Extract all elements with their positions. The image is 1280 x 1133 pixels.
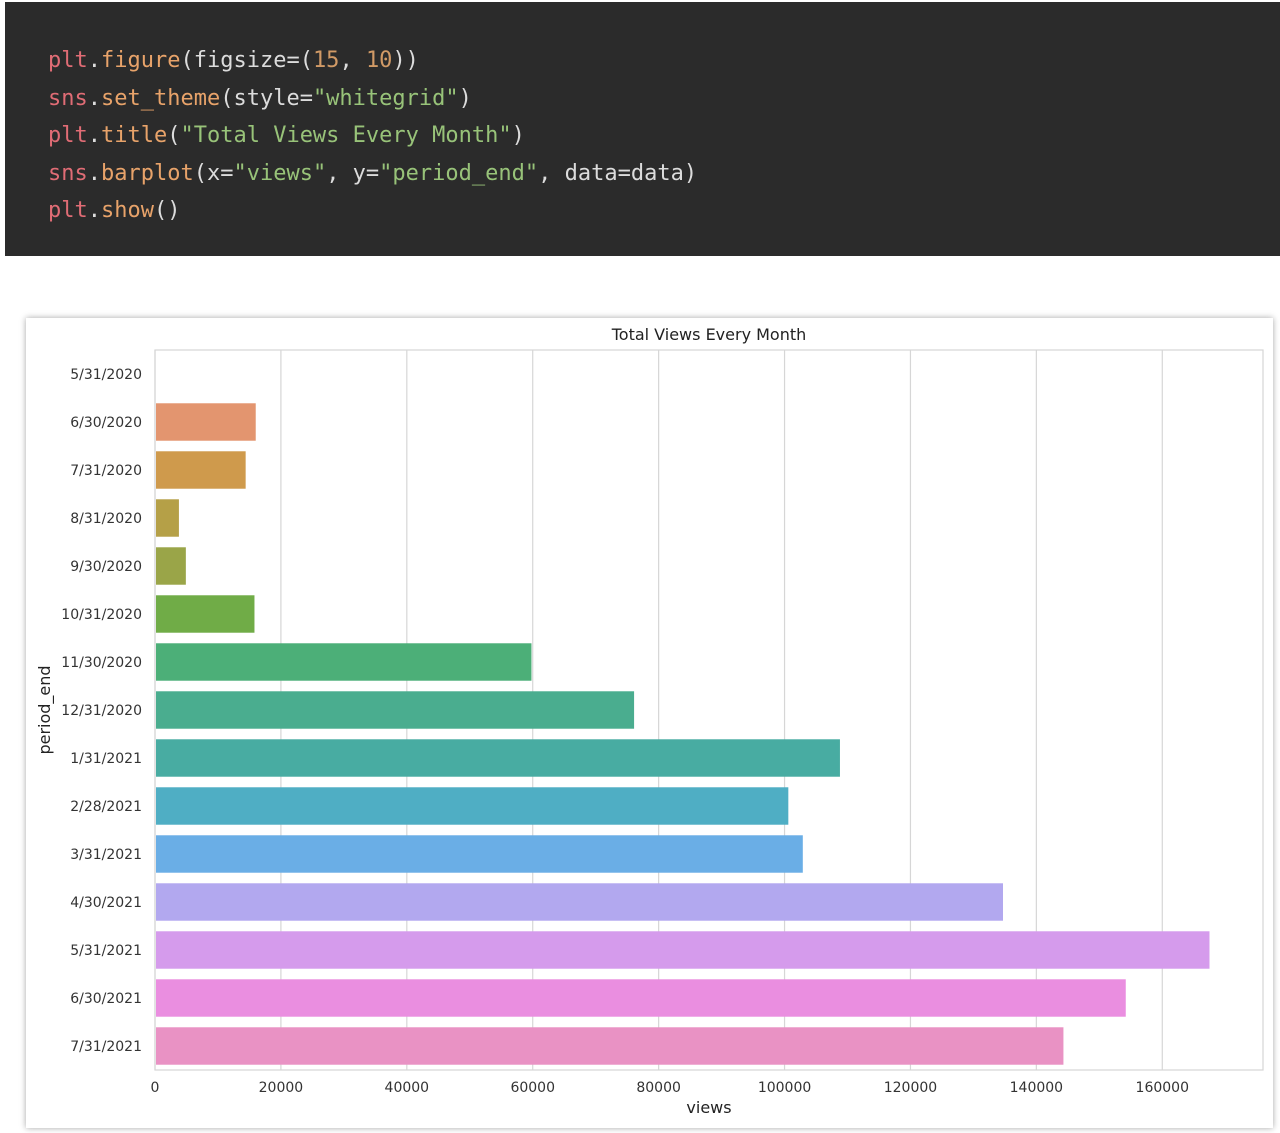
code-line: plt.title("Total Views Every Month") [48,117,1280,155]
bar [156,403,256,441]
code-token: () [153,198,181,223]
code-token: . [87,123,101,148]
bar [156,451,246,489]
code-cell[interactable]: plt.figure(figsize=(15, 10)) sns.set_them… [5,2,1280,256]
y-tick-label: 5/31/2021 [70,943,142,959]
y-tick-label: 6/30/2021 [70,991,142,1007]
bar [156,739,840,777]
code-token: show [101,198,154,223]
bar [156,835,803,873]
code-token: (x= [193,160,234,186]
y-axis-label: period_end [35,665,55,754]
bar [156,931,1210,969]
bar [156,1027,1064,1065]
code-token: . [87,160,101,186]
code-line: plt.show() [48,192,1280,230]
code-token: sns [48,160,88,186]
code-token: figure [101,48,181,73]
code-token: , [339,48,366,73]
bar [156,499,179,537]
x-tick-label: 80000 [636,1080,681,1096]
code-token: plt [48,198,88,223]
chart-title: Total Views Every Month [611,325,807,344]
x-tick-label: 100000 [758,1080,811,1096]
code-lines: plt.figure(figsize=(15, 10)) sns.set_them… [48,42,1280,230]
x-tick-label: 160000 [1136,1080,1189,1096]
bar [156,979,1126,1017]
y-tick-label: 11/30/2020 [61,655,142,671]
code-token: 15 [312,48,340,73]
y-tick-label: 9/30/2020 [70,559,142,575]
code-token: title [101,123,168,148]
y-tick-label: 1/31/2021 [70,751,142,767]
code-token: ) [458,85,472,111]
code-token: barplot [101,160,194,186]
code-token: )) [392,48,419,73]
y-tick-label: 2/28/2021 [70,799,142,815]
code-token: "Total Views Every Month" [180,123,512,148]
code-line: plt.figure(figsize=(15, 10)) [48,42,1280,80]
code-token: "period_end" [379,160,539,186]
bar [156,787,789,825]
x-tick-label: 140000 [1010,1080,1063,1096]
plot-frame [154,349,1264,1071]
code-token: (style= [220,85,313,111]
x-tick-label: 60000 [510,1080,555,1096]
code-token: set_theme [101,85,221,111]
bar [156,691,635,729]
code-token: . [87,48,101,73]
bar [156,643,532,681]
code-token: 10 [365,48,393,73]
y-tick-label: 3/31/2021 [70,847,142,863]
code-token: plt [48,48,88,73]
x-tick-label: 0 [151,1080,160,1096]
code-line: sns.barplot(x="views", y="period_end", d… [48,155,1280,193]
y-tick-label: 6/30/2020 [70,415,142,431]
code-token: sns [48,85,88,111]
y-tick-label: 4/30/2021 [70,895,142,911]
y-tick-label: 10/31/2020 [61,607,142,623]
chart-figure: 5/31/2020 6/30/2020 7/31/2020 8/31/2020 9/30… [26,318,1273,1128]
bar [156,547,186,585]
y-tick-label: 7/31/2021 [70,1039,142,1055]
bar [156,883,1003,921]
y-tick-label: 8/31/2020 [70,511,142,527]
code-token: ( [167,123,181,148]
code-line: sns.set_theme(style="whitegrid") [48,80,1280,118]
x-tick-label: 120000 [884,1080,937,1096]
code-token: "whitegrid" [312,85,459,111]
code-token: . [87,85,101,111]
y-tick-label: 7/31/2020 [70,463,142,479]
code-token: "views" [233,160,327,186]
x-tick-label: 20000 [259,1080,304,1096]
x-tick-label: 40000 [385,1080,430,1096]
code-token: . [87,198,101,223]
code-token: (figsize=( [180,48,313,73]
y-tick-label: 5/31/2020 [70,367,142,383]
bar-chart: 5/31/2020 6/30/2020 7/31/2020 8/31/2020 9/30… [35,325,1264,1117]
bar [156,595,255,633]
code-token: plt [48,123,88,148]
code-token: , y= [326,160,380,186]
x-axis-label: views [686,1098,731,1117]
code-token: , data=data) [538,160,698,186]
code-token: ) [511,123,525,148]
y-tick-label: 12/31/2020 [61,703,142,719]
